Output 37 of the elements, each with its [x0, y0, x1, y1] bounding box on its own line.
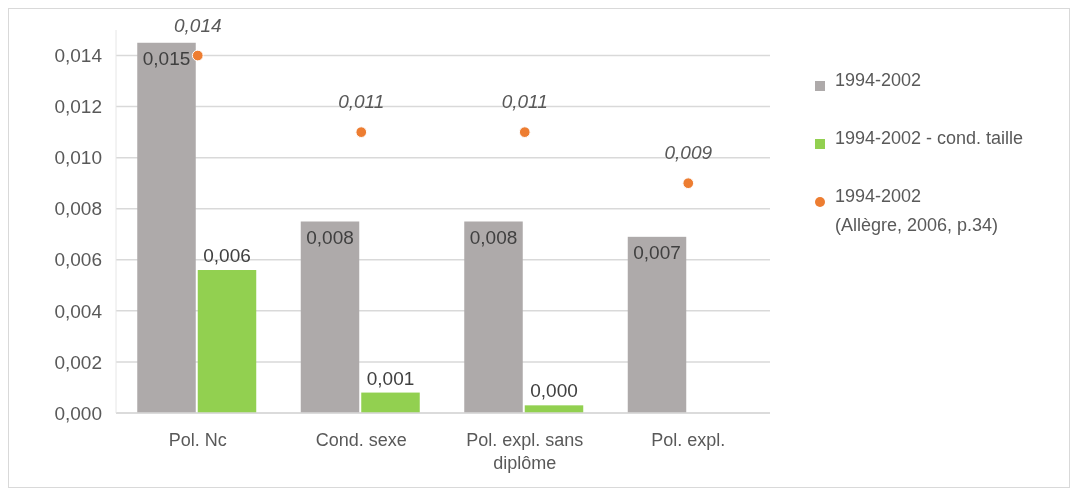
y-tick-label: 0,008 [54, 198, 102, 220]
point [682, 177, 695, 190]
bar [464, 221, 523, 413]
point [191, 49, 204, 62]
data-label: 0,011 [338, 91, 385, 113]
point [355, 126, 368, 138]
y-tick-label: 0,004 [54, 300, 103, 322]
legend-label: 1994-2002 (Allègre, 2006, p.34) [835, 186, 999, 235]
bar [524, 405, 584, 413]
y-tick-label: 0,012 [54, 96, 102, 118]
y-tick-label: 0,014 [54, 45, 103, 67]
x-tick-label: Pol. Nc [168, 430, 227, 450]
legend-label: 1994-2002 [835, 70, 922, 90]
bar [627, 236, 687, 413]
legend-label: 1994-2002 - cond. taille [835, 128, 1024, 148]
data-label: 0,001 [366, 367, 415, 389]
bar [137, 42, 196, 413]
data-label: 0,011 [501, 91, 548, 113]
bar [197, 270, 257, 413]
x-tick-label: Pol. expl. [651, 430, 726, 450]
data-label: 0,008 [306, 226, 354, 248]
bar [361, 392, 420, 413]
point [518, 126, 531, 138]
data-label: 0,000 [530, 380, 578, 402]
data-label: 0,015 [142, 47, 191, 69]
data-label: 0,009 [664, 142, 713, 164]
y-tick-label: 0,000 [54, 402, 102, 424]
data-label: 0,006 [203, 245, 251, 267]
x-tick-label: Pol. expl. sans diplôme [466, 430, 584, 473]
y-tick-label: 0,010 [54, 147, 102, 169]
data-label: 0,014 [173, 14, 222, 36]
x-tick-label: Cond. sexe [315, 430, 407, 450]
bar [300, 221, 360, 413]
data-label: 0,008 [469, 226, 518, 248]
y-tick-label: 0,006 [54, 249, 102, 271]
data-label: 0,007 [633, 241, 681, 263]
y-tick-label: 0,002 [54, 351, 102, 373]
